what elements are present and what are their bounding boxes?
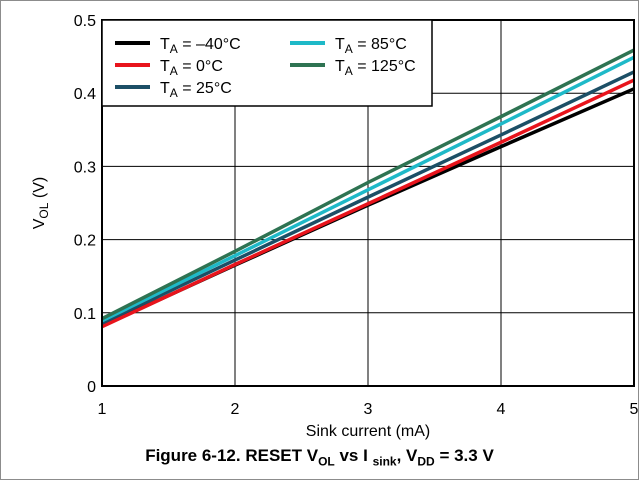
series-lines <box>101 48 635 329</box>
y-tick-label: 0.3 <box>74 159 96 176</box>
series-line-2 <box>101 70 635 325</box>
x-axis-label: Sink current (mA) <box>306 423 430 440</box>
figure-caption: Figure 6-12. RESET VOL vs I sink, VDD = … <box>0 446 639 468</box>
y-tick-label: 0.1 <box>74 306 96 323</box>
legend-label: TA = 25°C <box>160 80 232 100</box>
caption-mid: vs I <box>334 446 373 465</box>
y-tick-label: 0.4 <box>74 86 96 103</box>
x-tick-label: 2 <box>231 401 240 418</box>
caption-mid2: , V <box>396 446 418 465</box>
chart: 0 0.1 0.2 0.3 0.4 0.5 1 2 3 4 5 TA = –40°CTA = 0°… <box>31 13 639 440</box>
x-tick-label: 3 <box>364 401 373 418</box>
legend-box <box>101 19 433 107</box>
y-tick-labels: 0 0.1 0.2 0.3 0.4 0.5 <box>74 13 96 396</box>
series-line-1 <box>101 78 635 329</box>
legend: TA = –40°CTA = 0°CTA = 25°C TA = 85°CTA =… <box>101 19 433 107</box>
y-axis-label: VOL (V) <box>31 177 51 229</box>
legend-label: TA = 0°C <box>160 58 223 78</box>
legend-label: TA = 125°C <box>335 58 416 78</box>
caption-sub-dd: DD <box>417 454 435 469</box>
caption-suffix: = 3.3 V <box>434 446 494 465</box>
caption-prefix: Figure 6-12. RESET V <box>145 446 319 465</box>
x-tick-label: 4 <box>497 401 506 418</box>
y-tick-label: 0.5 <box>74 13 96 30</box>
x-tick-labels: 1 2 3 4 5 <box>98 401 639 418</box>
series-line-4 <box>101 48 635 321</box>
y-tick-label: 0 <box>87 379 96 396</box>
series-line-3 <box>101 55 635 323</box>
x-tick-label: 5 <box>630 401 639 418</box>
y-tick-label: 0.2 <box>74 233 96 250</box>
caption-sub-sink: sink <box>372 454 397 469</box>
caption-sub-ol: OL <box>318 454 335 469</box>
x-tick-label: 1 <box>98 401 107 418</box>
legend-label: TA = –40°C <box>160 36 241 56</box>
legend-label: TA = 85°C <box>335 36 407 56</box>
